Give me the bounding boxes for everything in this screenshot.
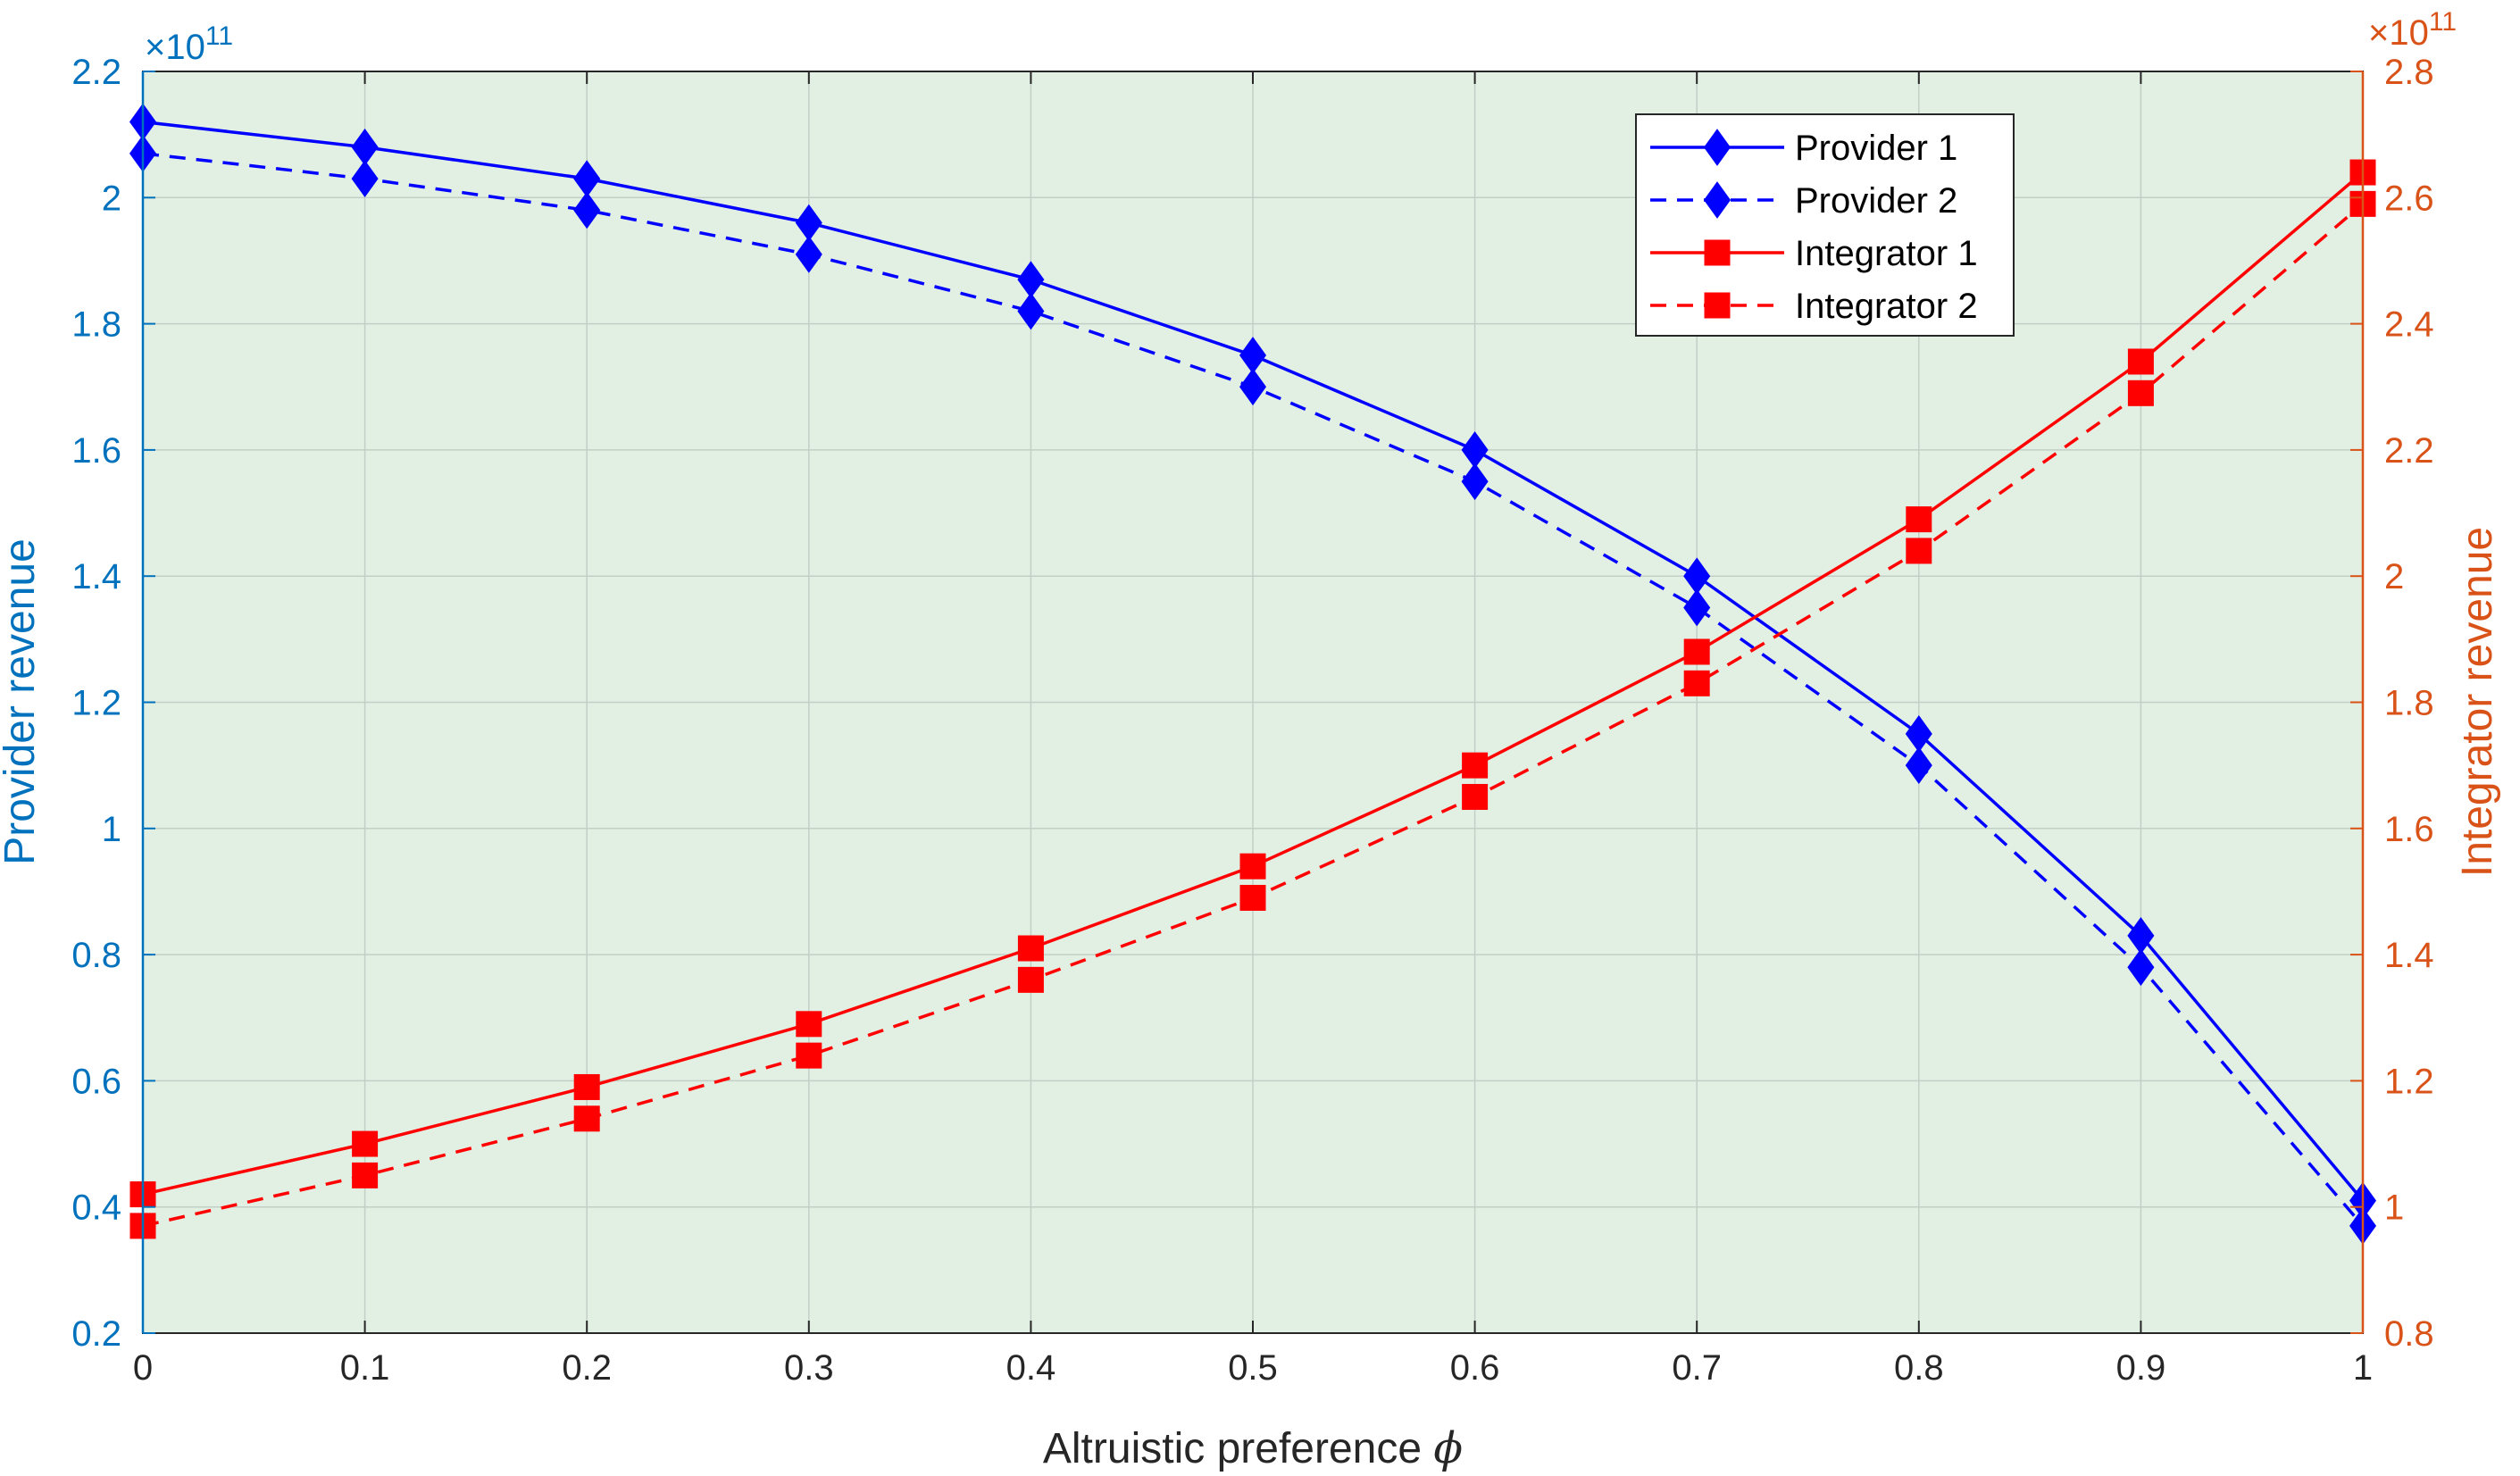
data-point	[1017, 292, 1045, 330]
data-point	[1462, 752, 1489, 779]
data-point	[573, 1073, 600, 1100]
data-point	[1017, 935, 1044, 962]
legend-label: Provider 2	[1795, 181, 1957, 221]
left-exponent: ×1011	[145, 21, 233, 67]
x-tick-label: 0.7	[1672, 1348, 1722, 1388]
y-left-tick-label: 0.2	[71, 1314, 121, 1354]
data-point	[1239, 853, 1266, 880]
y-axis-label-right: Integrator revenue	[2454, 527, 2501, 877]
x-axis-label: Altruistic preference ϕ	[1043, 1423, 1463, 1473]
legend-marker	[1703, 129, 1731, 166]
right-exponent: ×1011	[2368, 7, 2457, 53]
data-point	[2127, 348, 2154, 375]
y-right-tick-label: 1.6	[2384, 810, 2434, 849]
x-tick-label: 0.3	[784, 1348, 834, 1388]
x-tick-label: 0.8	[1894, 1348, 1944, 1388]
x-tick-label: 0	[133, 1348, 153, 1388]
data-point	[796, 1042, 822, 1069]
y-left-tick-label: 1	[102, 810, 121, 849]
data-point	[1906, 506, 1932, 533]
y-left-tick-label: 2.2	[71, 53, 121, 92]
y-right-tick-label: 2.4	[2384, 305, 2434, 345]
data-point	[1906, 538, 1932, 564]
legend-box	[1635, 113, 2015, 337]
y-right-tick-label: 0.8	[2384, 1314, 2434, 1354]
data-point	[1239, 368, 1267, 406]
data-point	[1239, 885, 1266, 912]
data-point	[573, 191, 601, 229]
series-integrator-2	[129, 190, 2376, 1239]
data-point	[795, 236, 822, 273]
y-right-tick-label: 1.2	[2384, 1062, 2434, 1101]
tick-layer: 0 0.1 0.2 0.3 0.4 0.5 0.6 0.7 0.8 0.9 1 0.2 0.4 0.6 0.…	[71, 53, 2433, 1388]
series-layer	[129, 103, 2377, 1245]
legend-label: Provider 1	[1795, 129, 1957, 168]
y-left-tick-label: 0.4	[71, 1188, 121, 1228]
data-point	[1462, 783, 1489, 810]
x-tick-label: 0.2	[562, 1348, 612, 1388]
y-right-tick-label: 2.2	[2384, 431, 2434, 471]
data-point	[2127, 379, 2154, 406]
data-point	[1461, 463, 1489, 501]
legend-marker	[1704, 239, 1731, 266]
y-left-tick-label: 1.8	[71, 305, 121, 345]
legend: Provider 1 Provider 2 Integrator 1 Integrat…	[1635, 113, 2015, 337]
y-left-tick-label: 0.6	[71, 1062, 121, 1101]
legend-marker	[1704, 292, 1731, 319]
x-tick-label: 0.6	[1450, 1348, 1500, 1388]
data-point	[796, 1011, 822, 1038]
y-right-tick-label: 2.6	[2384, 179, 2434, 218]
legend-marker	[1703, 181, 1731, 219]
data-point	[1683, 638, 1710, 665]
data-point	[352, 1162, 379, 1188]
legend-label: Integrator 2	[1795, 287, 1978, 326]
y-left-tick-label: 1.6	[71, 431, 121, 471]
data-point	[351, 160, 379, 197]
legend-entry: Integrator 1	[1650, 234, 1978, 273]
y-left-tick-label: 0.8	[71, 936, 121, 975]
legend-entry: Provider 1	[1650, 129, 1957, 168]
data-point	[573, 1105, 600, 1132]
x-tick-label: 1	[2353, 1348, 2373, 1388]
y-right-tick-label: 1.4	[2384, 936, 2434, 975]
data-point	[352, 1130, 379, 1157]
legend-entry: Integrator 2	[1650, 287, 1978, 326]
y-axis-label-left: Provider revenue	[0, 538, 44, 865]
y-right-tick-label: 1	[2384, 1188, 2404, 1228]
legend-label: Integrator 1	[1795, 234, 1978, 273]
y-left-tick-label: 1.4	[71, 557, 121, 596]
x-tick-label: 0.1	[340, 1348, 390, 1388]
data-point	[1017, 966, 1044, 993]
y-left-tick-label: 1.2	[71, 684, 121, 723]
y-right-tick-label: 1.8	[2384, 684, 2434, 723]
x-tick-label: 0.9	[2116, 1348, 2166, 1388]
y-left-tick-label: 2	[102, 179, 121, 218]
x-tick-label: 0.5	[1228, 1348, 1278, 1388]
legend-entry: Provider 2	[1650, 181, 1957, 221]
data-point	[1905, 746, 1932, 785]
data-point	[1683, 670, 1710, 696]
y-right-tick-label: 2.8	[2384, 53, 2434, 92]
y-right-tick-label: 2	[2384, 557, 2404, 596]
data-point	[2127, 948, 2155, 987]
data-point	[1683, 588, 1711, 627]
x-tick-label: 0.4	[1006, 1348, 1056, 1388]
